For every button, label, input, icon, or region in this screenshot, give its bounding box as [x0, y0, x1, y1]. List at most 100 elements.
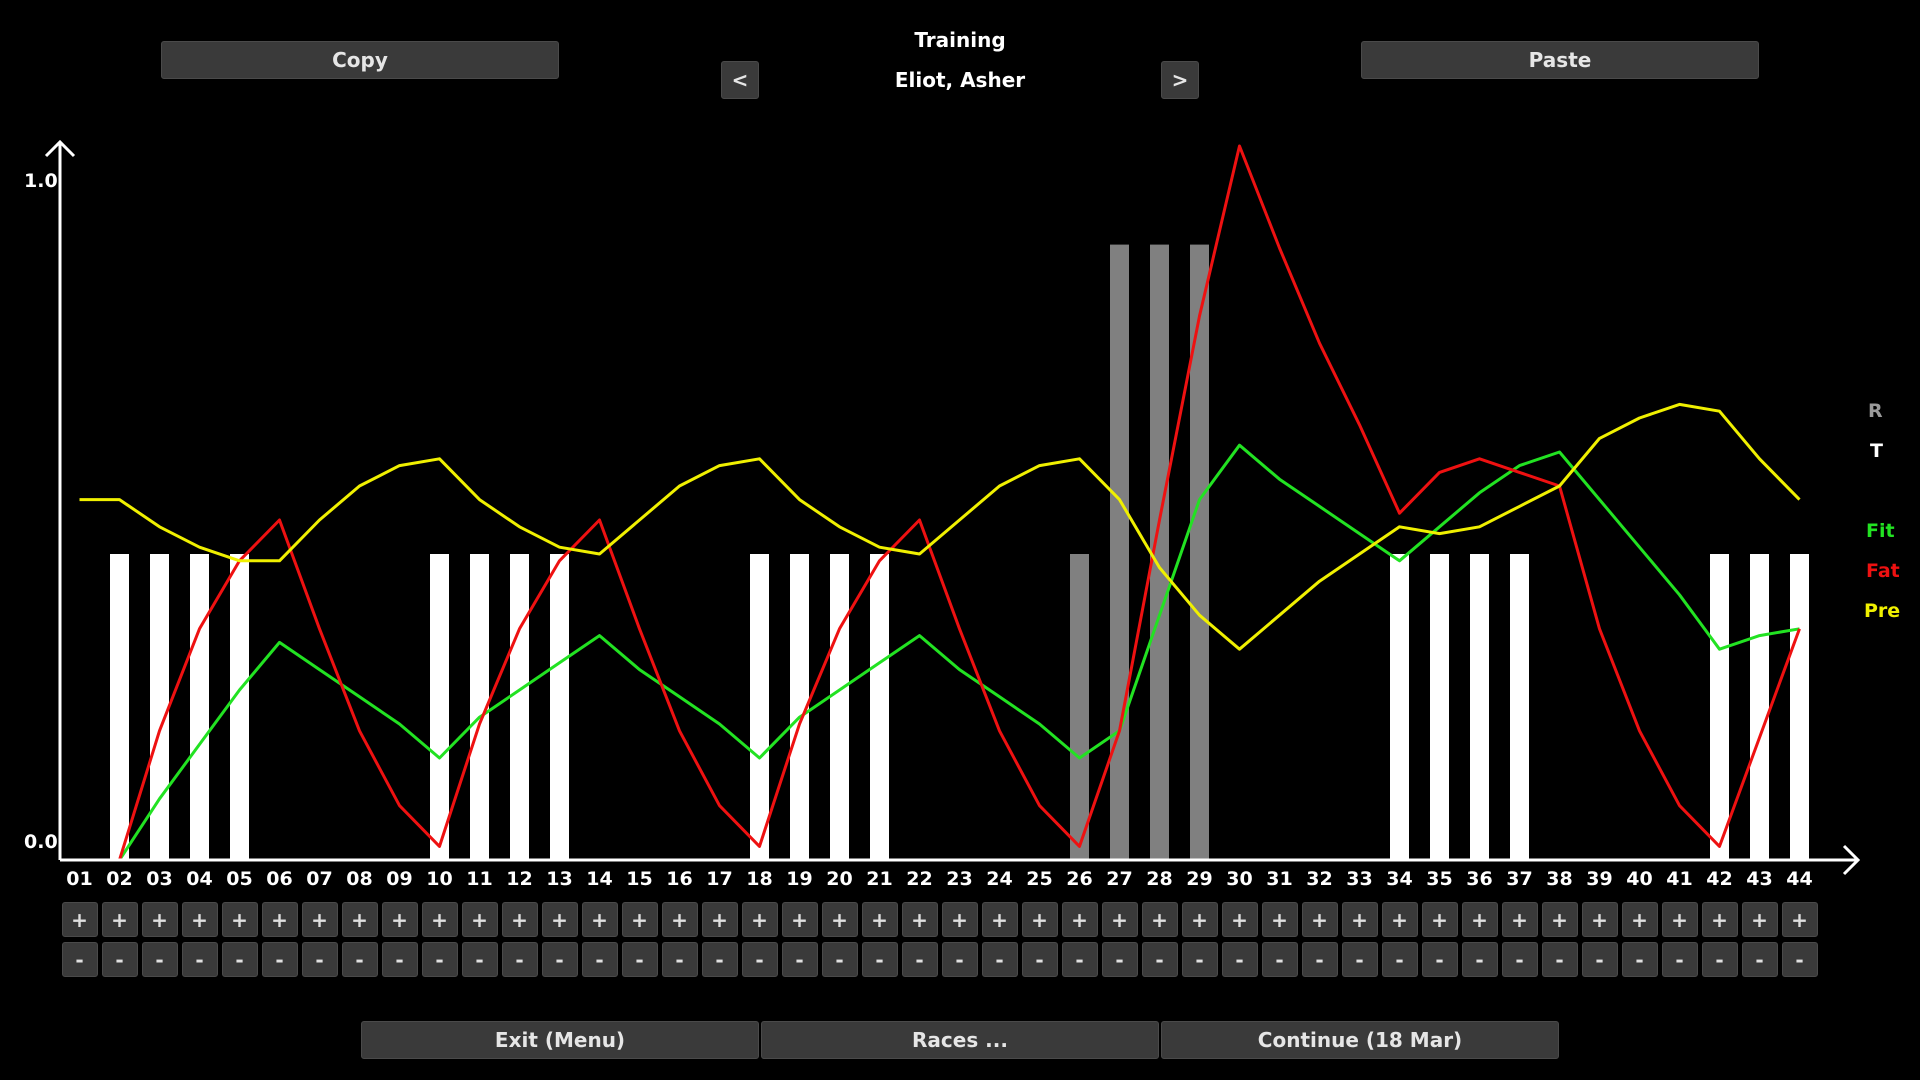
minus-button-38[interactable]: -: [1541, 942, 1578, 977]
minus-button-15[interactable]: -: [621, 942, 658, 977]
x-tick-26: 26: [1066, 868, 1093, 890]
exit-menu-button[interactable]: Exit (Menu): [361, 1021, 759, 1059]
legend-fit: Fit: [1866, 520, 1895, 542]
plus-button-19[interactable]: +: [781, 902, 818, 937]
minus-button-35[interactable]: -: [1421, 942, 1458, 977]
plus-button-33[interactable]: +: [1341, 902, 1378, 937]
plus-button-44[interactable]: +: [1781, 902, 1818, 937]
plus-button-16[interactable]: +: [661, 902, 698, 937]
minus-button-06[interactable]: -: [261, 942, 298, 977]
plus-button-26[interactable]: +: [1061, 902, 1098, 937]
minus-button-04[interactable]: -: [181, 942, 218, 977]
plus-button-25[interactable]: +: [1021, 902, 1058, 937]
plus-button-39[interactable]: +: [1581, 902, 1618, 937]
minus-button-12[interactable]: -: [501, 942, 538, 977]
minus-button-39[interactable]: -: [1581, 942, 1618, 977]
plus-button-30[interactable]: +: [1221, 902, 1258, 937]
minus-button-03[interactable]: -: [141, 942, 178, 977]
minus-button-09[interactable]: -: [381, 942, 418, 977]
minus-button-40[interactable]: -: [1621, 942, 1658, 977]
plus-button-40[interactable]: +: [1621, 902, 1658, 937]
prev-athlete-button[interactable]: <: [721, 61, 759, 99]
minus-button-14[interactable]: -: [581, 942, 618, 977]
minus-button-41[interactable]: -: [1661, 942, 1698, 977]
races-button[interactable]: Races ...: [761, 1021, 1159, 1059]
minus-button-21[interactable]: -: [861, 942, 898, 977]
plus-button-34[interactable]: +: [1381, 902, 1418, 937]
plus-button-36[interactable]: +: [1461, 902, 1498, 937]
minus-button-24[interactable]: -: [981, 942, 1018, 977]
training-bar-43: [1750, 554, 1769, 860]
minus-button-33[interactable]: -: [1341, 942, 1378, 977]
x-tick-30: 30: [1226, 868, 1253, 890]
plus-button-03[interactable]: +: [141, 902, 178, 937]
plus-button-24[interactable]: +: [981, 902, 1018, 937]
pre-line: [79, 402, 1801, 651]
minus-button-05[interactable]: -: [221, 942, 258, 977]
plus-button-02[interactable]: +: [101, 902, 138, 937]
plus-button-17[interactable]: +: [701, 902, 738, 937]
minus-button-34[interactable]: -: [1381, 942, 1418, 977]
plus-button-43[interactable]: +: [1741, 902, 1778, 937]
plus-button-07[interactable]: +: [301, 902, 338, 937]
plus-button-13[interactable]: +: [541, 902, 578, 937]
plus-button-08[interactable]: +: [341, 902, 378, 937]
plus-button-15[interactable]: +: [621, 902, 658, 937]
plus-button-20[interactable]: +: [821, 902, 858, 937]
plus-button-28[interactable]: +: [1141, 902, 1178, 937]
minus-button-02[interactable]: -: [101, 942, 138, 977]
minus-button-18[interactable]: -: [741, 942, 778, 977]
plus-button-05[interactable]: +: [221, 902, 258, 937]
minus-button-32[interactable]: -: [1301, 942, 1338, 977]
plus-button-11[interactable]: +: [461, 902, 498, 937]
minus-button-30[interactable]: -: [1221, 942, 1258, 977]
plus-button-09[interactable]: +: [381, 902, 418, 937]
plus-button-01[interactable]: +: [61, 902, 98, 937]
plus-button-32[interactable]: +: [1301, 902, 1338, 937]
plus-button-18[interactable]: +: [741, 902, 778, 937]
plus-button-35[interactable]: +: [1421, 902, 1458, 937]
plus-button-04[interactable]: +: [181, 902, 218, 937]
plus-button-27[interactable]: +: [1101, 902, 1138, 937]
plus-button-06[interactable]: +: [261, 902, 298, 937]
plus-button-14[interactable]: +: [581, 902, 618, 937]
minus-button-31[interactable]: -: [1261, 942, 1298, 977]
minus-button-22[interactable]: -: [901, 942, 938, 977]
minus-button-08[interactable]: -: [341, 942, 378, 977]
minus-button-36[interactable]: -: [1461, 942, 1498, 977]
plus-button-12[interactable]: +: [501, 902, 538, 937]
minus-button-16[interactable]: -: [661, 942, 698, 977]
minus-button-43[interactable]: -: [1741, 942, 1778, 977]
minus-button-29[interactable]: -: [1181, 942, 1218, 977]
plus-button-29[interactable]: +: [1181, 902, 1218, 937]
plus-button-23[interactable]: +: [941, 902, 978, 937]
continue-button[interactable]: Continue (18 Mar): [1161, 1021, 1559, 1059]
plus-button-31[interactable]: +: [1261, 902, 1298, 937]
plus-button-10[interactable]: +: [421, 902, 458, 937]
plus-button-22[interactable]: +: [901, 902, 938, 937]
plus-button-42[interactable]: +: [1701, 902, 1738, 937]
copy-button[interactable]: Copy: [161, 41, 559, 79]
minus-button-44[interactable]: -: [1781, 942, 1818, 977]
minus-button-01[interactable]: -: [61, 942, 98, 977]
minus-button-17[interactable]: -: [701, 942, 738, 977]
minus-button-13[interactable]: -: [541, 942, 578, 977]
minus-button-42[interactable]: -: [1701, 942, 1738, 977]
minus-button-27[interactable]: -: [1101, 942, 1138, 977]
plus-button-41[interactable]: +: [1661, 902, 1698, 937]
minus-button-10[interactable]: -: [421, 942, 458, 977]
plus-button-37[interactable]: +: [1501, 902, 1538, 937]
minus-button-25[interactable]: -: [1021, 942, 1058, 977]
minus-button-23[interactable]: -: [941, 942, 978, 977]
minus-button-20[interactable]: -: [821, 942, 858, 977]
plus-button-38[interactable]: +: [1541, 902, 1578, 937]
minus-button-11[interactable]: -: [461, 942, 498, 977]
minus-button-37[interactable]: -: [1501, 942, 1538, 977]
next-athlete-button[interactable]: >: [1161, 61, 1199, 99]
paste-button[interactable]: Paste: [1361, 41, 1759, 79]
minus-button-19[interactable]: -: [781, 942, 818, 977]
minus-button-26[interactable]: -: [1061, 942, 1098, 977]
minus-button-07[interactable]: -: [301, 942, 338, 977]
minus-button-28[interactable]: -: [1141, 942, 1178, 977]
plus-button-21[interactable]: +: [861, 902, 898, 937]
